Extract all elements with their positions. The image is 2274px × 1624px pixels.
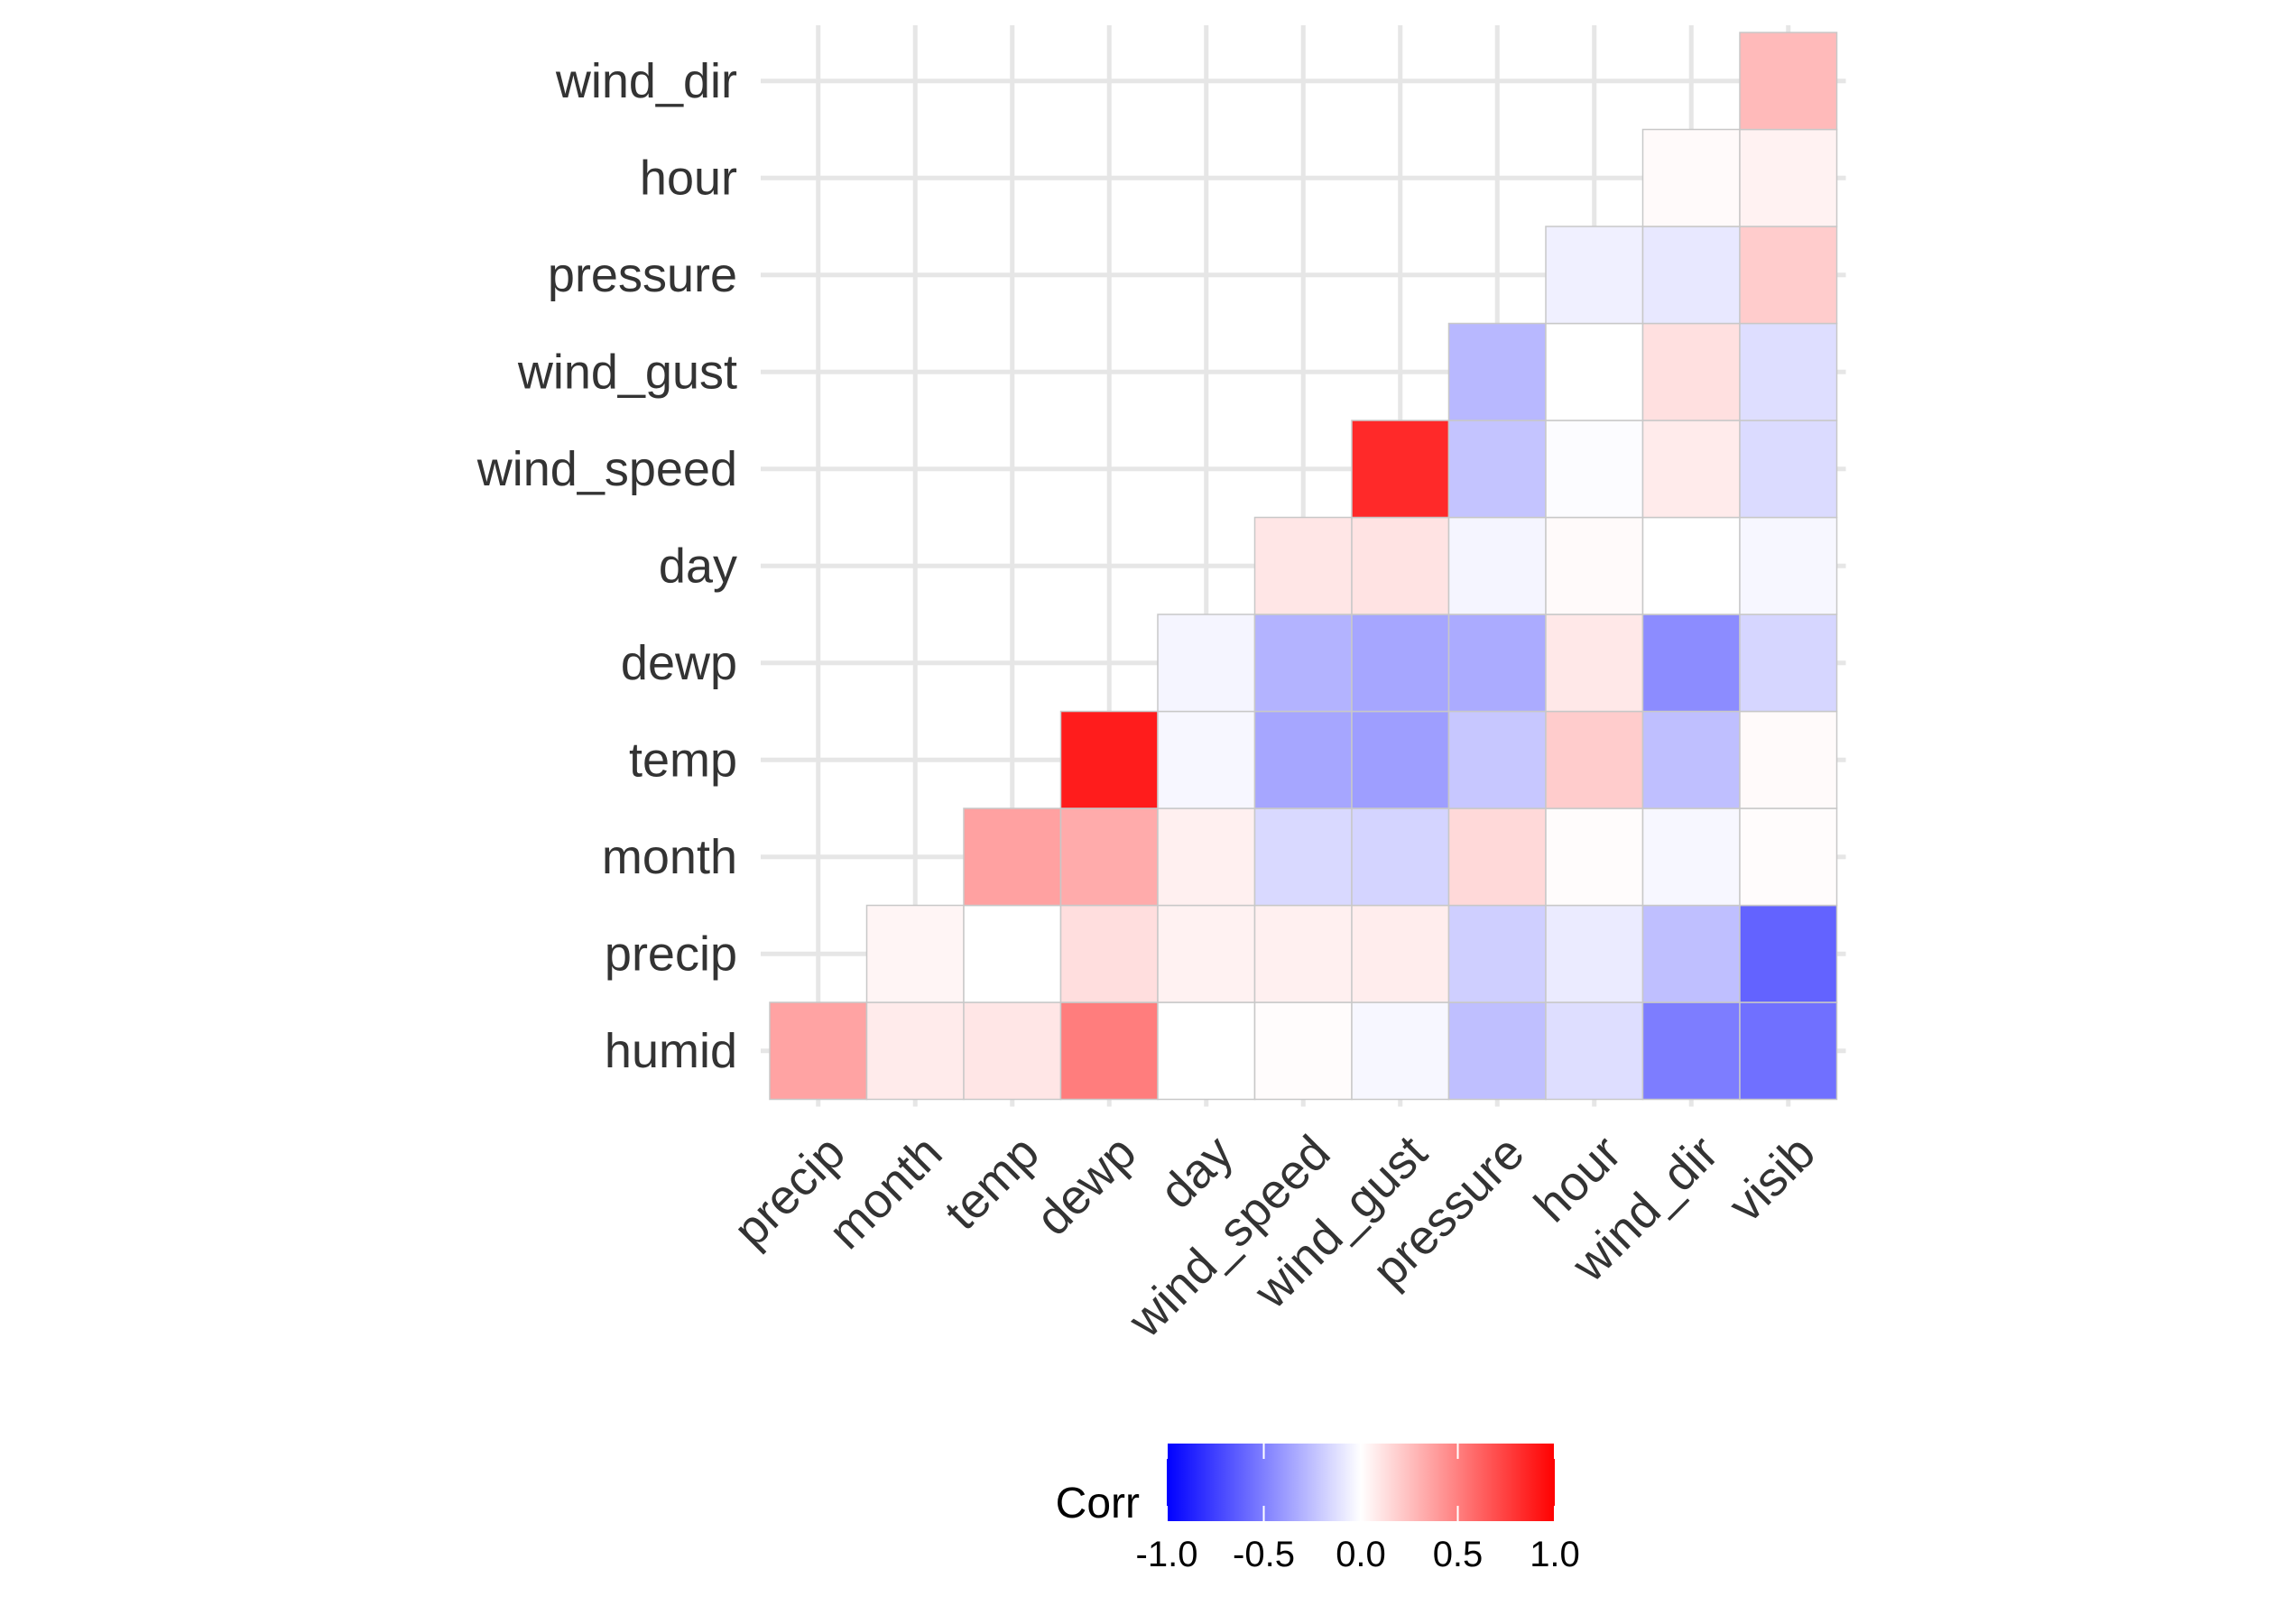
y-tick-label-precip: precip: [605, 927, 737, 981]
heatmap-cell-precip-humid: [769, 1001, 868, 1101]
heatmap-cell-wind_dir-dewp: [1641, 614, 1741, 713]
heatmap-cell-hour-temp: [1545, 710, 1644, 809]
heatmap-cell-dewp-humid: [1059, 1001, 1159, 1101]
heatmap-cell-temp-humid: [963, 1001, 1062, 1101]
legend-title: Corr: [1056, 1480, 1140, 1527]
legend-tick-label-1: -0.5: [1233, 1535, 1295, 1574]
heatmap-cell-dewp-precip: [1059, 904, 1159, 1003]
heatmap-cell-wind_gust-month: [1351, 807, 1450, 907]
y-tick-label-wind_speed: wind_speed: [476, 442, 737, 496]
heatmap-cell-dewp-month: [1059, 807, 1159, 907]
heatmap-cell-hour-month: [1545, 807, 1644, 907]
heatmap-cell-pressure-dewp: [1447, 614, 1547, 713]
heatmap-cell-wind_speed-precip: [1253, 904, 1353, 1003]
legend-tick-label-2: 0.0: [1336, 1535, 1386, 1574]
heatmap-cell-hour-precip: [1545, 904, 1644, 1003]
heatmap-cell-wind_speed-temp: [1253, 710, 1353, 809]
y-tick-label-pressure: pressure: [548, 248, 737, 302]
heatmap-cell-temp-precip: [963, 904, 1062, 1003]
heatmap-cell-wind_dir-precip: [1641, 904, 1741, 1003]
y-tick-label-humid: humid: [605, 1024, 737, 1078]
heatmap-cell-wind_dir-wind_gust: [1641, 322, 1741, 421]
y-tick-label-wind_gust: wind_gust: [517, 345, 737, 399]
heatmap-cell-pressure-humid: [1447, 1001, 1547, 1101]
x-tick-label-temp: temp: [935, 1125, 1049, 1240]
heatmap-cell-wind_dir-temp: [1641, 710, 1741, 809]
heatmap-cell-wind_dir-humid: [1641, 1001, 1741, 1101]
heatmap-cell-wind_dir-pressure: [1641, 226, 1741, 325]
y-tick-label-dewp: dewp: [621, 636, 737, 690]
heatmap-cell-visib-temp: [1739, 710, 1838, 809]
heatmap-cell-visib-wind_gust: [1739, 322, 1838, 421]
heatmap-cell-visib-hour: [1739, 128, 1838, 227]
heatmap-cell-hour-pressure: [1545, 226, 1644, 325]
heatmap-cell-wind_gust-day: [1351, 516, 1450, 615]
heatmap-cell-pressure-day: [1447, 516, 1547, 615]
heatmap-cell-visib-month: [1739, 807, 1838, 907]
heatmap-cell-visib-wind_dir: [1739, 32, 1838, 131]
heatmap-cell-day-precip: [1157, 904, 1256, 1003]
y-axis-tick-labels: humid precip month temp dewp day wind_speed win…: [476, 54, 737, 1078]
heatmap-cell-wind_gust-wind_speed: [1351, 420, 1450, 519]
heatmap-cell-visib-wind_speed: [1739, 420, 1838, 519]
heatmap-cell-hour-wind_speed: [1545, 420, 1644, 519]
heatmap-cell-hour-day: [1545, 516, 1644, 615]
heatmap-cell-month-humid: [865, 1001, 965, 1101]
heatmap-cell-wind_speed-dewp: [1253, 614, 1353, 713]
x-tick-label-month: month: [818, 1125, 953, 1260]
heatmap-cell-day-humid: [1157, 1001, 1256, 1101]
heatmap-cell-pressure-precip: [1447, 904, 1547, 1003]
heatmap-cell-wind_gust-temp: [1351, 710, 1450, 809]
y-tick-label-month: month: [602, 830, 737, 884]
heatmap-cell-hour-wind_gust: [1545, 322, 1644, 421]
color-legend: Corr -1.0 -0.5 0.0 0.5 1.0: [1056, 1444, 1580, 1574]
heatmap-cell-dewp-temp: [1059, 710, 1159, 809]
heatmap-cell-pressure-wind_gust: [1447, 322, 1547, 421]
heatmap-cell-day-dewp: [1157, 614, 1256, 713]
heatmap-tiles: [769, 32, 1838, 1101]
heatmap-cell-wind_speed-day: [1253, 516, 1353, 615]
heatmap-cell-pressure-temp: [1447, 710, 1547, 809]
heatmap-cell-wind_dir-hour: [1641, 128, 1741, 227]
x-tick-label-visib: visib: [1718, 1125, 1826, 1232]
legend-tick-label-0: -1.0: [1136, 1535, 1198, 1574]
heatmap-cell-temp-month: [963, 807, 1062, 907]
heatmap-cell-wind_speed-humid: [1253, 1001, 1353, 1101]
heatmap-cell-visib-day: [1739, 516, 1838, 615]
x-tick-label-dewp: dewp: [1026, 1125, 1147, 1246]
y-tick-label-day: day: [659, 539, 737, 593]
heatmap-cell-wind_gust-humid: [1351, 1001, 1450, 1101]
heatmap-cell-day-month: [1157, 807, 1256, 907]
heatmap-cell-hour-dewp: [1545, 614, 1644, 713]
heatmap-cell-wind_speed-month: [1253, 807, 1353, 907]
heatmap-cell-wind_dir-month: [1641, 807, 1741, 907]
heatmap-cell-day-temp: [1157, 710, 1256, 809]
y-tick-label-hour: hour: [640, 151, 737, 205]
legend-tick-label-3: 0.5: [1433, 1535, 1484, 1574]
heatmap-cell-visib-precip: [1739, 904, 1838, 1003]
heatmap-cell-wind_gust-dewp: [1351, 614, 1450, 713]
y-tick-label-wind_dir: wind_dir: [555, 54, 737, 108]
heatmap-cell-month-precip: [865, 904, 965, 1003]
heatmap-cell-visib-pressure: [1739, 226, 1838, 325]
heatmap-cell-wind_gust-precip: [1351, 904, 1450, 1003]
y-tick-label-temp: temp: [629, 733, 737, 787]
legend-ticks: -1.0 -0.5 0.0 0.5 1.0: [1136, 1444, 1580, 1574]
heatmap-cell-visib-humid: [1739, 1001, 1838, 1101]
heatmap-cell-visib-dewp: [1739, 614, 1838, 713]
legend-tick-label-4: 1.0: [1530, 1535, 1580, 1574]
heatmap-cell-pressure-wind_speed: [1447, 420, 1547, 519]
heatmap-cell-wind_dir-day: [1641, 516, 1741, 615]
heatmap-cell-wind_dir-wind_speed: [1641, 420, 1741, 519]
heatmap-cell-hour-humid: [1545, 1001, 1644, 1101]
heatmap-cell-pressure-month: [1447, 807, 1547, 907]
